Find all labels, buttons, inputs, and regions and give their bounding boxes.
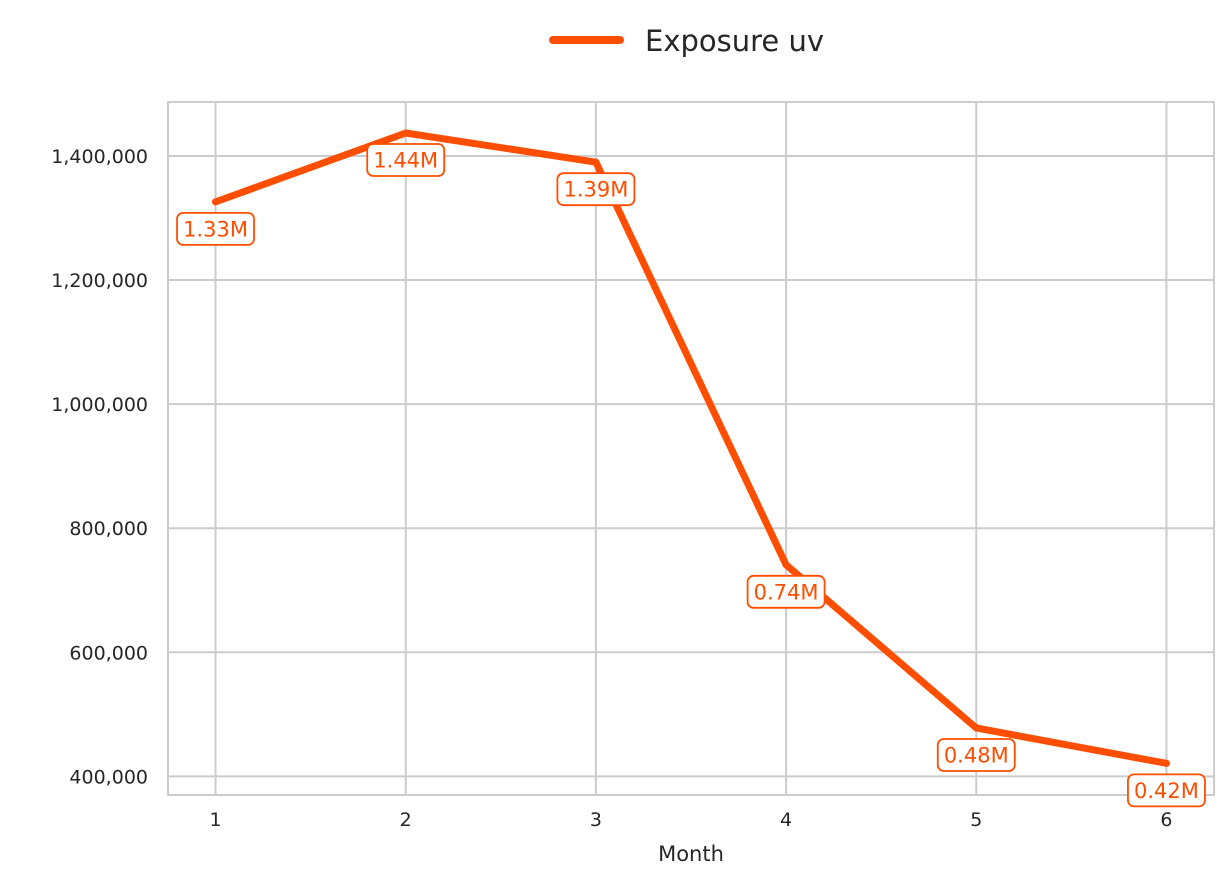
legend: Exposure uv bbox=[549, 24, 824, 58]
data-label-text: 1.44M bbox=[373, 149, 438, 173]
x-tick-label: 5 bbox=[970, 809, 982, 831]
data-label-box bbox=[556, 172, 636, 207]
data-labels: 1.33M 1.44M 1.39M 0.74M 0.48M 0.42M bbox=[176, 143, 1206, 808]
data-point bbox=[782, 561, 790, 569]
y-tick-label: 1,200,000 bbox=[51, 270, 148, 292]
x-tick-label: 1 bbox=[209, 809, 221, 831]
legend-label-exposure-uv: Exposure uv bbox=[645, 24, 824, 58]
data-label-text: 1.33M bbox=[183, 217, 248, 241]
data-label-box bbox=[1127, 773, 1206, 808]
data-label-text: 0.48M bbox=[944, 743, 1009, 767]
data-label: 0.74M bbox=[746, 574, 826, 609]
x-tick-label: 3 bbox=[590, 809, 602, 831]
data-label-box bbox=[746, 574, 826, 609]
y-tick-label: 400,000 bbox=[69, 766, 148, 788]
y-tick-label: 1,400,000 bbox=[51, 146, 148, 168]
data-point bbox=[972, 724, 980, 732]
y-tick-label: 600,000 bbox=[69, 642, 148, 664]
data-label: 1.33M bbox=[176, 211, 255, 246]
data-label-text: 0.42M bbox=[1134, 779, 1199, 803]
data-label: 0.42M bbox=[1127, 773, 1206, 808]
data-label-box bbox=[176, 211, 255, 246]
data-label-text: 0.74M bbox=[754, 580, 819, 604]
data-label-text: 1.39M bbox=[563, 178, 628, 202]
data-point bbox=[212, 198, 220, 206]
y-tick-label: 800,000 bbox=[69, 518, 148, 540]
x-axis-title: Month bbox=[658, 842, 724, 866]
y-tick-label: 1,000,000 bbox=[51, 394, 148, 416]
y-axis-ticks: 400,000 600,000 800,000 1,000,000 1,200,000 1… bbox=[51, 146, 148, 788]
data-label-box bbox=[936, 738, 1016, 772]
x-axis-ticks: 1 2 3 4 5 6 bbox=[209, 809, 1172, 831]
plot-area-background bbox=[168, 102, 1214, 795]
x-tick-label: 4 bbox=[780, 809, 792, 831]
x-tick-label: 2 bbox=[400, 809, 412, 831]
data-label-box bbox=[366, 143, 446, 177]
data-point bbox=[592, 158, 600, 166]
x-tick-label: 6 bbox=[1160, 809, 1172, 831]
data-point bbox=[1162, 759, 1170, 767]
data-label: 1.39M bbox=[556, 172, 636, 207]
data-point bbox=[402, 129, 410, 137]
data-label: 0.48M bbox=[936, 738, 1016, 772]
data-label: 1.44M bbox=[366, 143, 446, 177]
plot-area-border bbox=[167, 101, 1215, 796]
